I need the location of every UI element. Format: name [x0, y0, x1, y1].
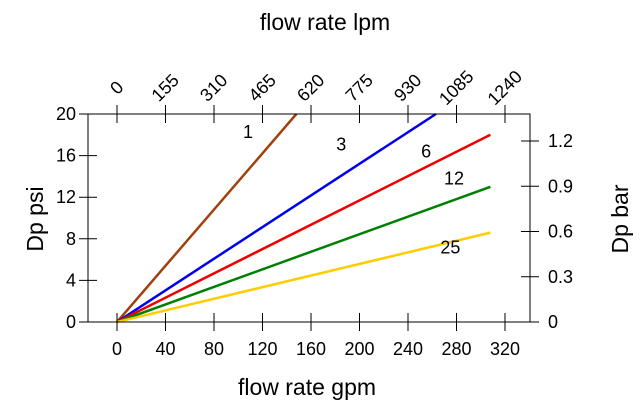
y-tick-label-1: 4	[66, 270, 76, 290]
y2-tick-label-4: 1.2	[548, 131, 573, 151]
y-tick-label-2: 8	[66, 229, 76, 249]
x2-tick-label-3: 465	[245, 70, 280, 105]
series-line-1	[116, 113, 298, 323]
y-tick-label-0: 0	[66, 312, 76, 332]
x-tick-label-5: 200	[344, 339, 374, 359]
y2-tick-label-1: 0.3	[548, 267, 573, 287]
x2-axis-title: flow rate lpm	[260, 9, 390, 35]
plot-lines	[116, 112, 491, 324]
series-line-3	[116, 112, 437, 324]
series-line-25	[116, 231, 491, 324]
x2-tick-label-0: 0	[106, 77, 127, 98]
x2-tick-label-8: 1240	[484, 67, 526, 109]
series-label-25: 25	[440, 237, 460, 257]
series-label-3: 3	[336, 134, 346, 154]
series-label-6: 6	[421, 142, 431, 162]
x-tick-label-1: 40	[155, 339, 175, 359]
y-tick-label-5: 20	[56, 104, 76, 124]
y2-tick-label-0: 0	[548, 312, 558, 332]
x-tick-label-4: 160	[296, 339, 326, 359]
series-label-1: 1	[243, 122, 253, 142]
y-tick-label-3: 12	[56, 187, 76, 207]
x2-tick-label-1: 155	[148, 70, 183, 105]
y-tick-label-4: 16	[56, 146, 76, 166]
x-axis-title: flow rate gpm	[238, 374, 376, 400]
x-tick-label-2: 80	[204, 339, 224, 359]
y-axis-title: Dp psi	[22, 186, 48, 251]
x2-tick-label-2: 310	[196, 70, 231, 105]
y2-axis-title: Dp bar	[607, 184, 633, 253]
y2-tick-label-3: 0.9	[548, 176, 573, 196]
x-tick-label-0: 0	[112, 339, 122, 359]
plot-frame	[87, 113, 531, 323]
x2-tick-label-7: 1085	[435, 67, 477, 109]
series-labels: 1 3 6 12 25	[243, 122, 464, 257]
series-line-6	[116, 133, 491, 324]
x-tick-label-6: 240	[393, 339, 423, 359]
x2-tick-label-5: 775	[342, 70, 377, 105]
x2-tick-label-4: 620	[293, 70, 328, 105]
x-tick-label-3: 120	[247, 339, 277, 359]
x-tick-label-7: 280	[441, 339, 471, 359]
x2-tick-label-6: 930	[390, 70, 425, 105]
y2-tick-label-2: 0.6	[548, 222, 573, 242]
series-line-12	[116, 185, 491, 324]
series-label-12: 12	[444, 169, 464, 189]
x-tick-label-8: 320	[490, 339, 520, 359]
